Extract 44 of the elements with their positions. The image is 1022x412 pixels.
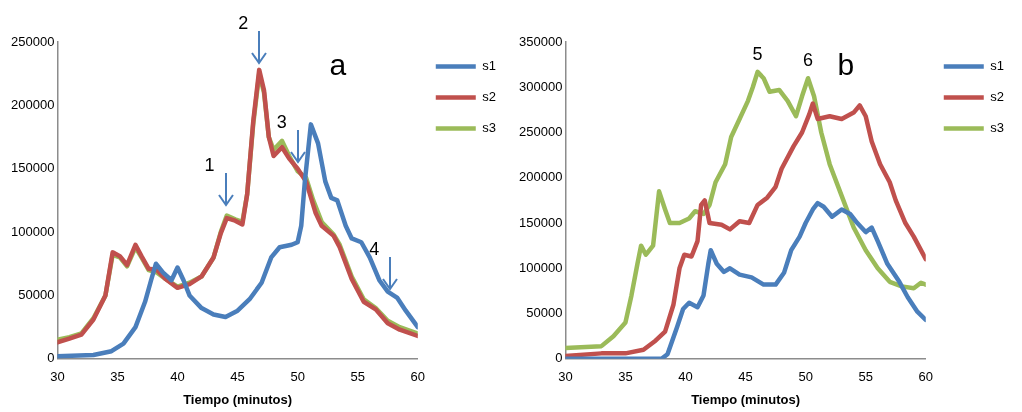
y-tick-label: 350000: [518, 33, 563, 49]
annotation: 4: [369, 238, 380, 259]
y-tick-label: 100000: [518, 259, 563, 275]
y-tick-label: 0: [555, 350, 563, 366]
legend-label: s2: [482, 89, 496, 105]
annotation: b: [837, 48, 855, 82]
y-tick-label: 200000: [10, 96, 55, 112]
y-tick-label: 200000: [518, 169, 563, 185]
annotation: 3: [276, 112, 287, 133]
legend-label: s1: [990, 58, 1004, 74]
legend-label: s2: [990, 89, 1004, 105]
x-tick-label: 35: [110, 369, 125, 385]
x-tick-label: 55: [350, 369, 365, 385]
x-tick-label: 35: [618, 369, 633, 385]
annotation: 2: [238, 13, 249, 34]
legend-label: s1: [482, 58, 496, 74]
x-tick-label: 40: [678, 369, 693, 385]
annotation: 1: [204, 155, 215, 176]
legend-label: s3: [990, 120, 1004, 136]
x-tick-label: 45: [230, 369, 245, 385]
x-axis-title: Tiempo (minutos): [691, 391, 800, 407]
y-tick-label: 250000: [10, 33, 55, 49]
y-tick-label: 50000: [526, 305, 563, 321]
x-tick-label: 60: [410, 369, 425, 385]
x-axis-title: Tiempo (minutos): [183, 391, 292, 407]
x-tick-label: 55: [858, 369, 873, 385]
x-tick-label: 50: [290, 369, 305, 385]
x-tick-label: 40: [170, 369, 185, 385]
x-tick-label: 60: [918, 369, 933, 385]
y-tick-label: 50000: [18, 287, 55, 303]
y-tick-label: 150000: [10, 160, 55, 176]
annotation: 6: [803, 50, 814, 71]
y-tick-label: 0: [47, 350, 55, 366]
annotation: a: [329, 48, 347, 82]
y-tick-label: 250000: [518, 124, 563, 140]
y-tick-label: 300000: [518, 78, 563, 94]
y-tick-label: 150000: [518, 214, 563, 230]
x-tick-label: 30: [558, 369, 573, 385]
y-tick-label: 100000: [10, 223, 55, 239]
x-tick-label: 45: [738, 369, 753, 385]
x-tick-label: 50: [798, 369, 813, 385]
x-tick-label: 30: [50, 369, 65, 385]
annotation: 5: [752, 43, 763, 64]
legend-label: s3: [482, 120, 496, 136]
